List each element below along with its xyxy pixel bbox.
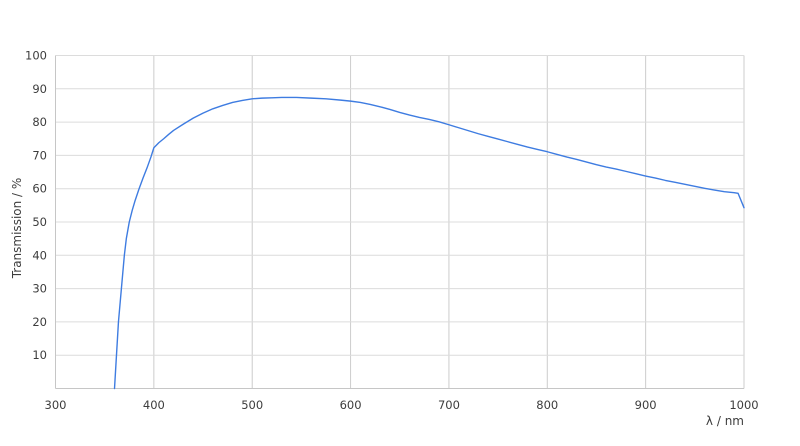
x-tick-label: 1000 — [729, 398, 758, 412]
y-tick-label: 80 — [32, 115, 47, 129]
y-tick-label: 50 — [32, 215, 47, 229]
series-line — [113, 96, 745, 390]
x-tick-label: 400 — [143, 398, 165, 412]
x-tick-label: 900 — [635, 398, 657, 412]
x-tick-label: 600 — [340, 398, 362, 412]
y-tick-label: 10 — [32, 348, 47, 362]
y-tick-label: 30 — [32, 282, 47, 296]
x-tick-label: 800 — [536, 398, 558, 412]
x-axis-title: λ / nm — [705, 414, 744, 428]
y-tick-label: 60 — [32, 182, 47, 196]
x-tick-label: 300 — [45, 398, 67, 412]
y-tick-label: 40 — [32, 248, 47, 262]
x-tick-label: 500 — [241, 398, 263, 412]
y-tick-label: 100 — [25, 49, 47, 63]
y-tick-label: 70 — [32, 148, 47, 162]
y-tick-label: 90 — [32, 82, 47, 96]
x-tick-label: 700 — [438, 398, 460, 412]
y-tick-label: 20 — [32, 315, 47, 329]
y-axis-title: Transmission / % — [10, 177, 24, 279]
